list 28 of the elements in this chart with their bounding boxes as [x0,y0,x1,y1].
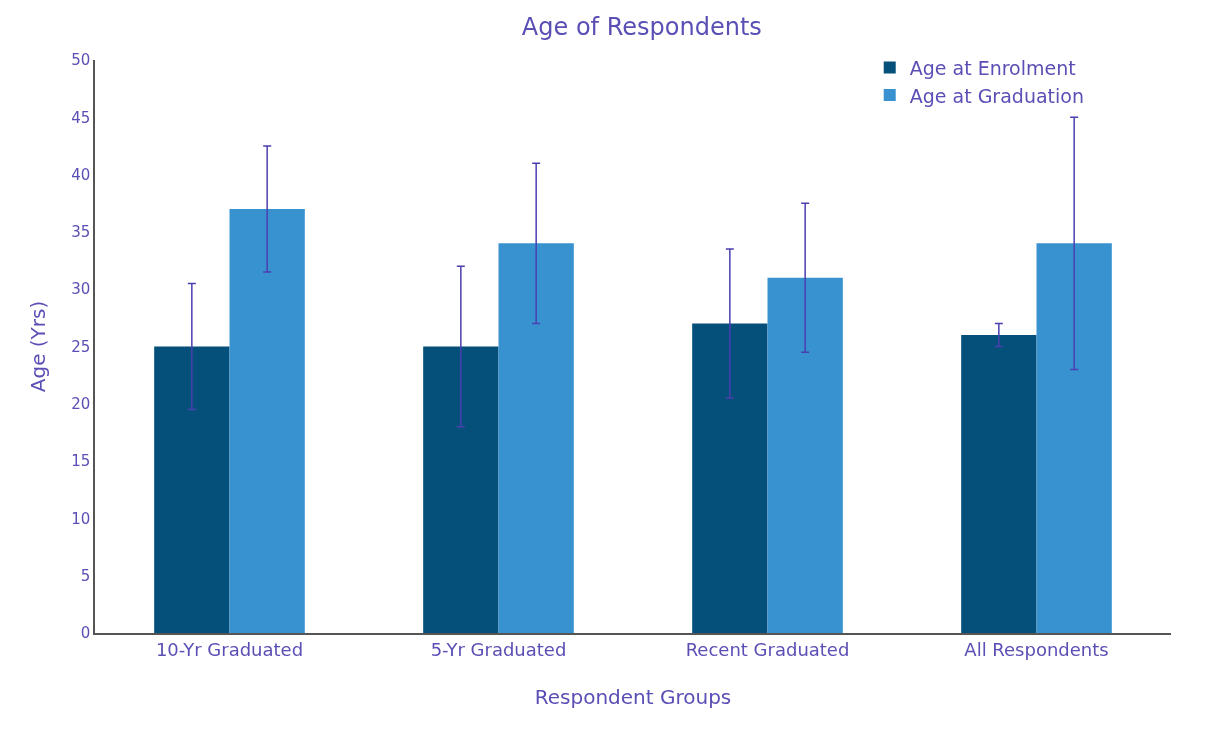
y-tick-label: 40 [71,165,91,184]
y-tick-label: 10 [71,509,91,528]
y-tick-label: 30 [71,280,91,299]
y-tick-label: 15 [71,452,91,471]
bar [498,243,574,633]
chart-title: Age of Respondents [521,13,762,42]
bar [961,335,1037,633]
bar [767,277,843,633]
bar [154,346,230,633]
legend-label: Age at Graduation [909,84,1084,107]
x-tick-label: All Respondents [964,639,1109,661]
x-tick-label: 5-Yr Graduated [430,639,567,661]
y-tick-label: 35 [71,223,91,242]
y-tick-label: 5 [80,566,91,585]
x-axis-title: Respondent Groups [534,684,732,709]
y-tick-label: 25 [71,337,91,356]
bar [229,208,305,633]
legend-label: Age at Enrolment [909,56,1076,79]
y-tick-label: 45 [71,108,91,127]
bar [423,346,499,633]
y-tick-label: 0 [80,624,91,643]
x-tick-label: Recent Graduated [685,639,850,661]
x-tick-label: 10-Yr Graduated [155,639,304,661]
bar [1036,243,1112,633]
bar [692,323,768,633]
y-axis-title: Age (Yrs) [25,300,50,393]
y-tick-label: 20 [71,395,91,414]
y-tick-label: 50 [71,51,91,70]
